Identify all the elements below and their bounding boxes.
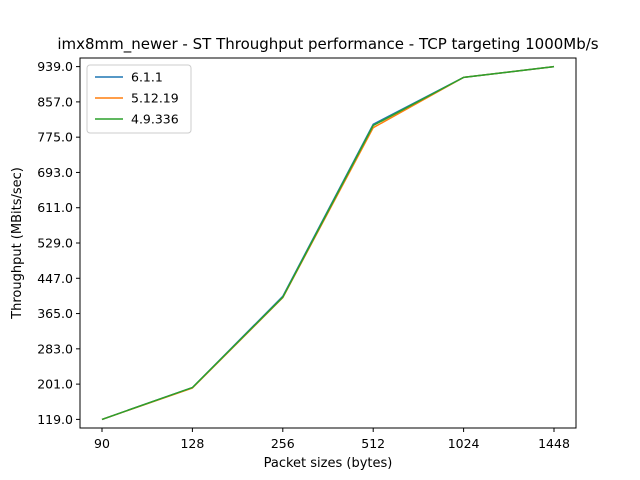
x-tick-label: 512 <box>361 436 385 451</box>
series-lines <box>101 65 555 421</box>
legend: 6.1.1 5.12.19 4.9.336 <box>86 64 192 134</box>
x-axis: 90 128 256 512 1024 1448 <box>94 428 570 451</box>
y-tick-label: 365.0 <box>37 306 73 321</box>
y-tick-label: 611.0 <box>37 200 73 215</box>
x-tick-label: 90 <box>94 436 110 451</box>
legend-box <box>86 64 192 134</box>
y-tick-label: 447.0 <box>37 271 73 286</box>
legend-entry-label: 6.1.1 <box>131 70 163 85</box>
legend-entry-label: 4.9.336 <box>131 112 179 127</box>
y-tick-label: 857.0 <box>37 94 73 109</box>
x-tick-label: 1448 <box>538 436 570 451</box>
x-tick-label: 256 <box>271 436 295 451</box>
y-tick-label: 283.0 <box>37 341 73 356</box>
y-tick-label: 693.0 <box>37 165 73 180</box>
chart-title: imx8mm_newer - ST Throughput performance… <box>57 35 598 54</box>
y-axis: 119.0 201.0 283.0 365.0 447.0 529.0 611.0 693.0… <box>37 59 80 427</box>
y-tick-label: 775.0 <box>37 130 73 145</box>
x-tick-label: 128 <box>180 436 204 451</box>
x-tick-label: 1024 <box>448 436 480 451</box>
y-axis-label: Throughput (MBits/sec) <box>10 167 25 320</box>
legend-entry-label: 5.12.19 <box>131 91 179 106</box>
y-tick-label: 939.0 <box>37 59 73 74</box>
x-axis-label: Packet sizes (bytes) <box>264 456 393 471</box>
y-tick-label: 529.0 <box>37 236 73 251</box>
series-line-4-9-336 <box>101 65 555 421</box>
y-tick-label: 201.0 <box>37 377 73 392</box>
y-tick-label: 119.0 <box>37 412 73 427</box>
